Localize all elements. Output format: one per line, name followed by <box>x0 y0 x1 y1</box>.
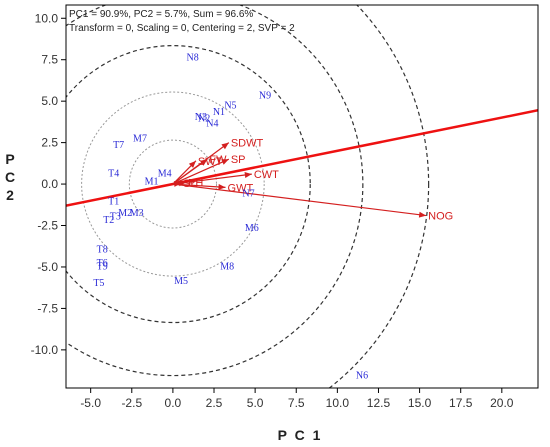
y-tick-label: 0.0 <box>41 177 58 191</box>
x-tick-label: 17.5 <box>449 396 473 410</box>
concentric-circle-1 <box>128 139 217 229</box>
genotype-m1: M1 <box>145 177 159 188</box>
genotype-m8: M8 <box>220 261 234 272</box>
trait-cwt-arrowhead <box>244 172 252 178</box>
x-tick-label: 5.0 <box>247 396 264 410</box>
trait-sdwt-arrowhead <box>221 142 229 150</box>
trait-sp-vector <box>172 158 230 185</box>
genotype-n5: N5 <box>224 100 236 111</box>
genotype-t3: T3 <box>110 212 121 223</box>
trait-fw-arrowhead <box>200 159 208 166</box>
genotype-m6: M6 <box>245 223 259 234</box>
trait-cwt-label: CWT <box>254 169 279 181</box>
genotype-t8: T8 <box>97 245 108 256</box>
x-tick-label: 20.0 <box>490 396 514 410</box>
x-tick-label: -5.0 <box>80 396 101 410</box>
genotype-m2: M2 <box>118 208 132 219</box>
y-tick-label: -10.0 <box>31 343 59 357</box>
concentric-circles <box>66 5 430 388</box>
genotype-n9: N9 <box>259 90 271 101</box>
genotype-n3: N3 <box>195 112 207 123</box>
variance-caption: PC1 = 90.9%, PC2 = 5.7%, Sum = 96.6% <box>69 9 253 20</box>
y-tick-label: -5.0 <box>37 260 58 274</box>
genotype-t1: T1 <box>108 197 119 208</box>
genotype-n7: N7 <box>242 188 254 199</box>
average-environment-axis <box>66 109 538 207</box>
y-axis-ticks: 10.0 7.5 5.0 2.5 0.0 -2.5 -5.0 -7.5 -10.0 <box>31 11 66 357</box>
genotype-n2: N2 <box>198 114 210 125</box>
x-axis-ticks: -5.0 -2.5 0.0 2.5 5.0 7.5 10.0 12.5 15.0 17.5 20.0 <box>80 388 514 410</box>
trait-nog-vector <box>172 183 427 217</box>
trait-sdwt-label: SDWT <box>231 138 264 150</box>
trait-fw-vector <box>172 158 208 185</box>
concentric-circle-2 <box>81 91 265 277</box>
genotype-m5: M5 <box>174 276 188 287</box>
trait-ph-arrowhead <box>178 180 187 187</box>
x-tick-label: 7.5 <box>288 396 305 410</box>
trait-nog-label: NOG <box>428 211 453 223</box>
x-tick-label: -2.5 <box>121 396 142 410</box>
trait-nog-arrowhead <box>418 211 427 218</box>
genotype-m4: M4 <box>158 168 172 179</box>
plot-frame <box>65 4 539 389</box>
average-environment-axis-line <box>66 109 538 207</box>
y-tick-label: -7.5 <box>37 301 58 315</box>
x-axis-title: P C 1 <box>278 427 323 443</box>
genotype-t7: T7 <box>113 140 124 151</box>
genotype-n1: N1 <box>213 107 225 118</box>
concentric-circle-3 <box>66 45 311 324</box>
x-tick-label: 12.5 <box>367 396 391 410</box>
x-tick-label: 0.0 <box>165 396 182 410</box>
settings-caption: Transform = 0, Scaling = 0, Centering = … <box>69 23 295 34</box>
trait-sp-label: SP <box>231 154 246 166</box>
genotype-t2: T2 <box>103 215 114 226</box>
genotype-t4: T4 <box>108 168 119 179</box>
trait-sp-arrowhead <box>221 159 229 165</box>
trait-sl-label: SL <box>183 178 196 190</box>
genotype-n4: N4 <box>206 119 218 130</box>
y-tick-label: 2.5 <box>41 136 58 150</box>
trait-fw-label: FW <box>209 154 227 166</box>
genotype-t5: T5 <box>93 278 104 289</box>
genotype-n6: N6 <box>356 371 368 382</box>
trait-swt-arrowhead <box>188 160 196 168</box>
y-tick-label: 10.0 <box>35 11 59 25</box>
genotype-t9: T9 <box>97 261 108 272</box>
x-tick-label: 2.5 <box>206 396 223 410</box>
x-tick-label: 15.0 <box>408 396 432 410</box>
concentric-circle-5 <box>328 5 430 388</box>
genotype-m3: M3 <box>130 208 144 219</box>
concentric-circle-4 <box>66 5 364 377</box>
y-tick-label: 7.5 <box>41 53 58 67</box>
y-tick-label: -2.5 <box>37 219 58 233</box>
y-tick-label: 5.0 <box>41 94 58 108</box>
trait-gwt-arrowhead <box>218 183 226 190</box>
x-tick-label: 10.0 <box>326 396 350 410</box>
genotype-t6: T6 <box>97 258 108 269</box>
genotype-m7: M7 <box>133 134 147 145</box>
trait-ph-label: PH <box>188 177 203 189</box>
genotype-n8: N8 <box>187 52 199 63</box>
